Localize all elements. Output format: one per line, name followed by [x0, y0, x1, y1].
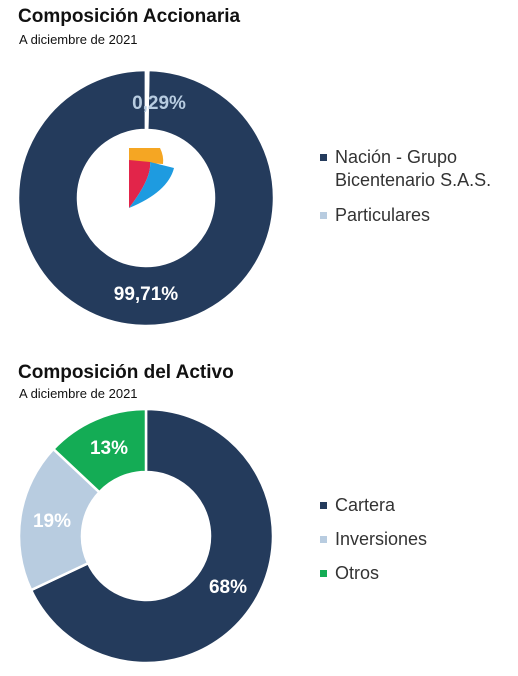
composicion-accionaria-chart: Composición Accionaria A diciembre de 20… [18, 6, 241, 47]
company-logo-icon [129, 148, 174, 208]
data-label: 19% [33, 511, 71, 532]
composicion-activo-chart: Composición del Activo A diciembre de 20… [0, 352, 518, 676]
donut-activo: 68% 19% 13% [17, 407, 275, 665]
legend-swatch [320, 536, 327, 543]
data-label: 0,29% [132, 93, 186, 114]
chart-subtitle: A diciembre de 2021 [19, 386, 138, 401]
slice-particulares [144, 68, 150, 132]
legend-item: Nación - Grupo Bicentenario S.A.S. [320, 146, 518, 192]
legend-activo: Cartera Inversiones Otros [320, 494, 427, 596]
donut-accionaria: 99,71% 0,29% [16, 68, 276, 328]
chart-subtitle: A diciembre de 2021 [19, 32, 138, 47]
legend-item: Particulares [320, 204, 518, 227]
legend-label: Inversiones [335, 529, 428, 549]
legend-swatch [320, 212, 327, 219]
legend-item: Cartera [320, 494, 427, 517]
slice-inversiones [17, 447, 102, 592]
legend-label: Otros [335, 563, 380, 583]
legend-label: Cartera [335, 495, 396, 515]
data-label: 68% [209, 577, 247, 598]
legend-item: Otros [320, 562, 427, 585]
legend-swatch [320, 154, 327, 161]
data-label: 99,71% [114, 284, 179, 305]
slice-cartera [29, 407, 275, 665]
legend-swatch [320, 570, 327, 577]
chart-title: Composición Accionaria [18, 6, 241, 27]
legend-item: Inversiones [320, 528, 427, 551]
chart-title: Composición del Activo [18, 362, 234, 383]
slice-otros [51, 407, 148, 494]
slice-naci-n-grupo-bicentenario-s-a-s [16, 68, 276, 328]
legend-label: Nación - Grupo Bicentenario S.A.S. [335, 147, 492, 190]
legend-label: Particulares [335, 205, 431, 225]
legend-accionaria: Nación - Grupo Bicentenario S.A.S. Partic… [320, 146, 518, 239]
data-label: 13% [90, 438, 128, 459]
legend-swatch [320, 502, 327, 509]
